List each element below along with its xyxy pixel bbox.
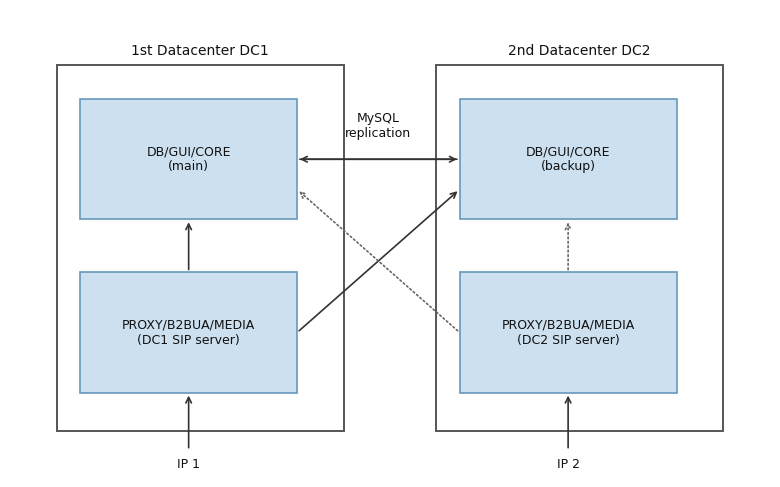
Text: DB/GUI/CORE
(main): DB/GUI/CORE (main) (147, 145, 231, 173)
Text: PROXY/B2BUA/MEDIA
(DC1 SIP server): PROXY/B2BUA/MEDIA (DC1 SIP server) (122, 318, 255, 347)
Bar (57, 65, 343, 431)
Bar (437, 65, 723, 431)
Text: DB/GUI/CORE
(backup): DB/GUI/CORE (backup) (526, 145, 611, 173)
Text: 1st Datacenter DC1: 1st Datacenter DC1 (131, 44, 269, 58)
Bar (80, 99, 297, 220)
Bar (459, 99, 676, 220)
Text: PROXY/B2BUA/MEDIA
(DC2 SIP server): PROXY/B2BUA/MEDIA (DC2 SIP server) (502, 318, 635, 347)
Text: IP 2: IP 2 (557, 458, 580, 471)
Bar (459, 272, 676, 393)
Text: MySQL
replication: MySQL replication (346, 112, 411, 140)
Bar (80, 272, 297, 393)
Text: IP 1: IP 1 (177, 458, 200, 471)
Text: 2nd Datacenter DC2: 2nd Datacenter DC2 (509, 44, 651, 58)
